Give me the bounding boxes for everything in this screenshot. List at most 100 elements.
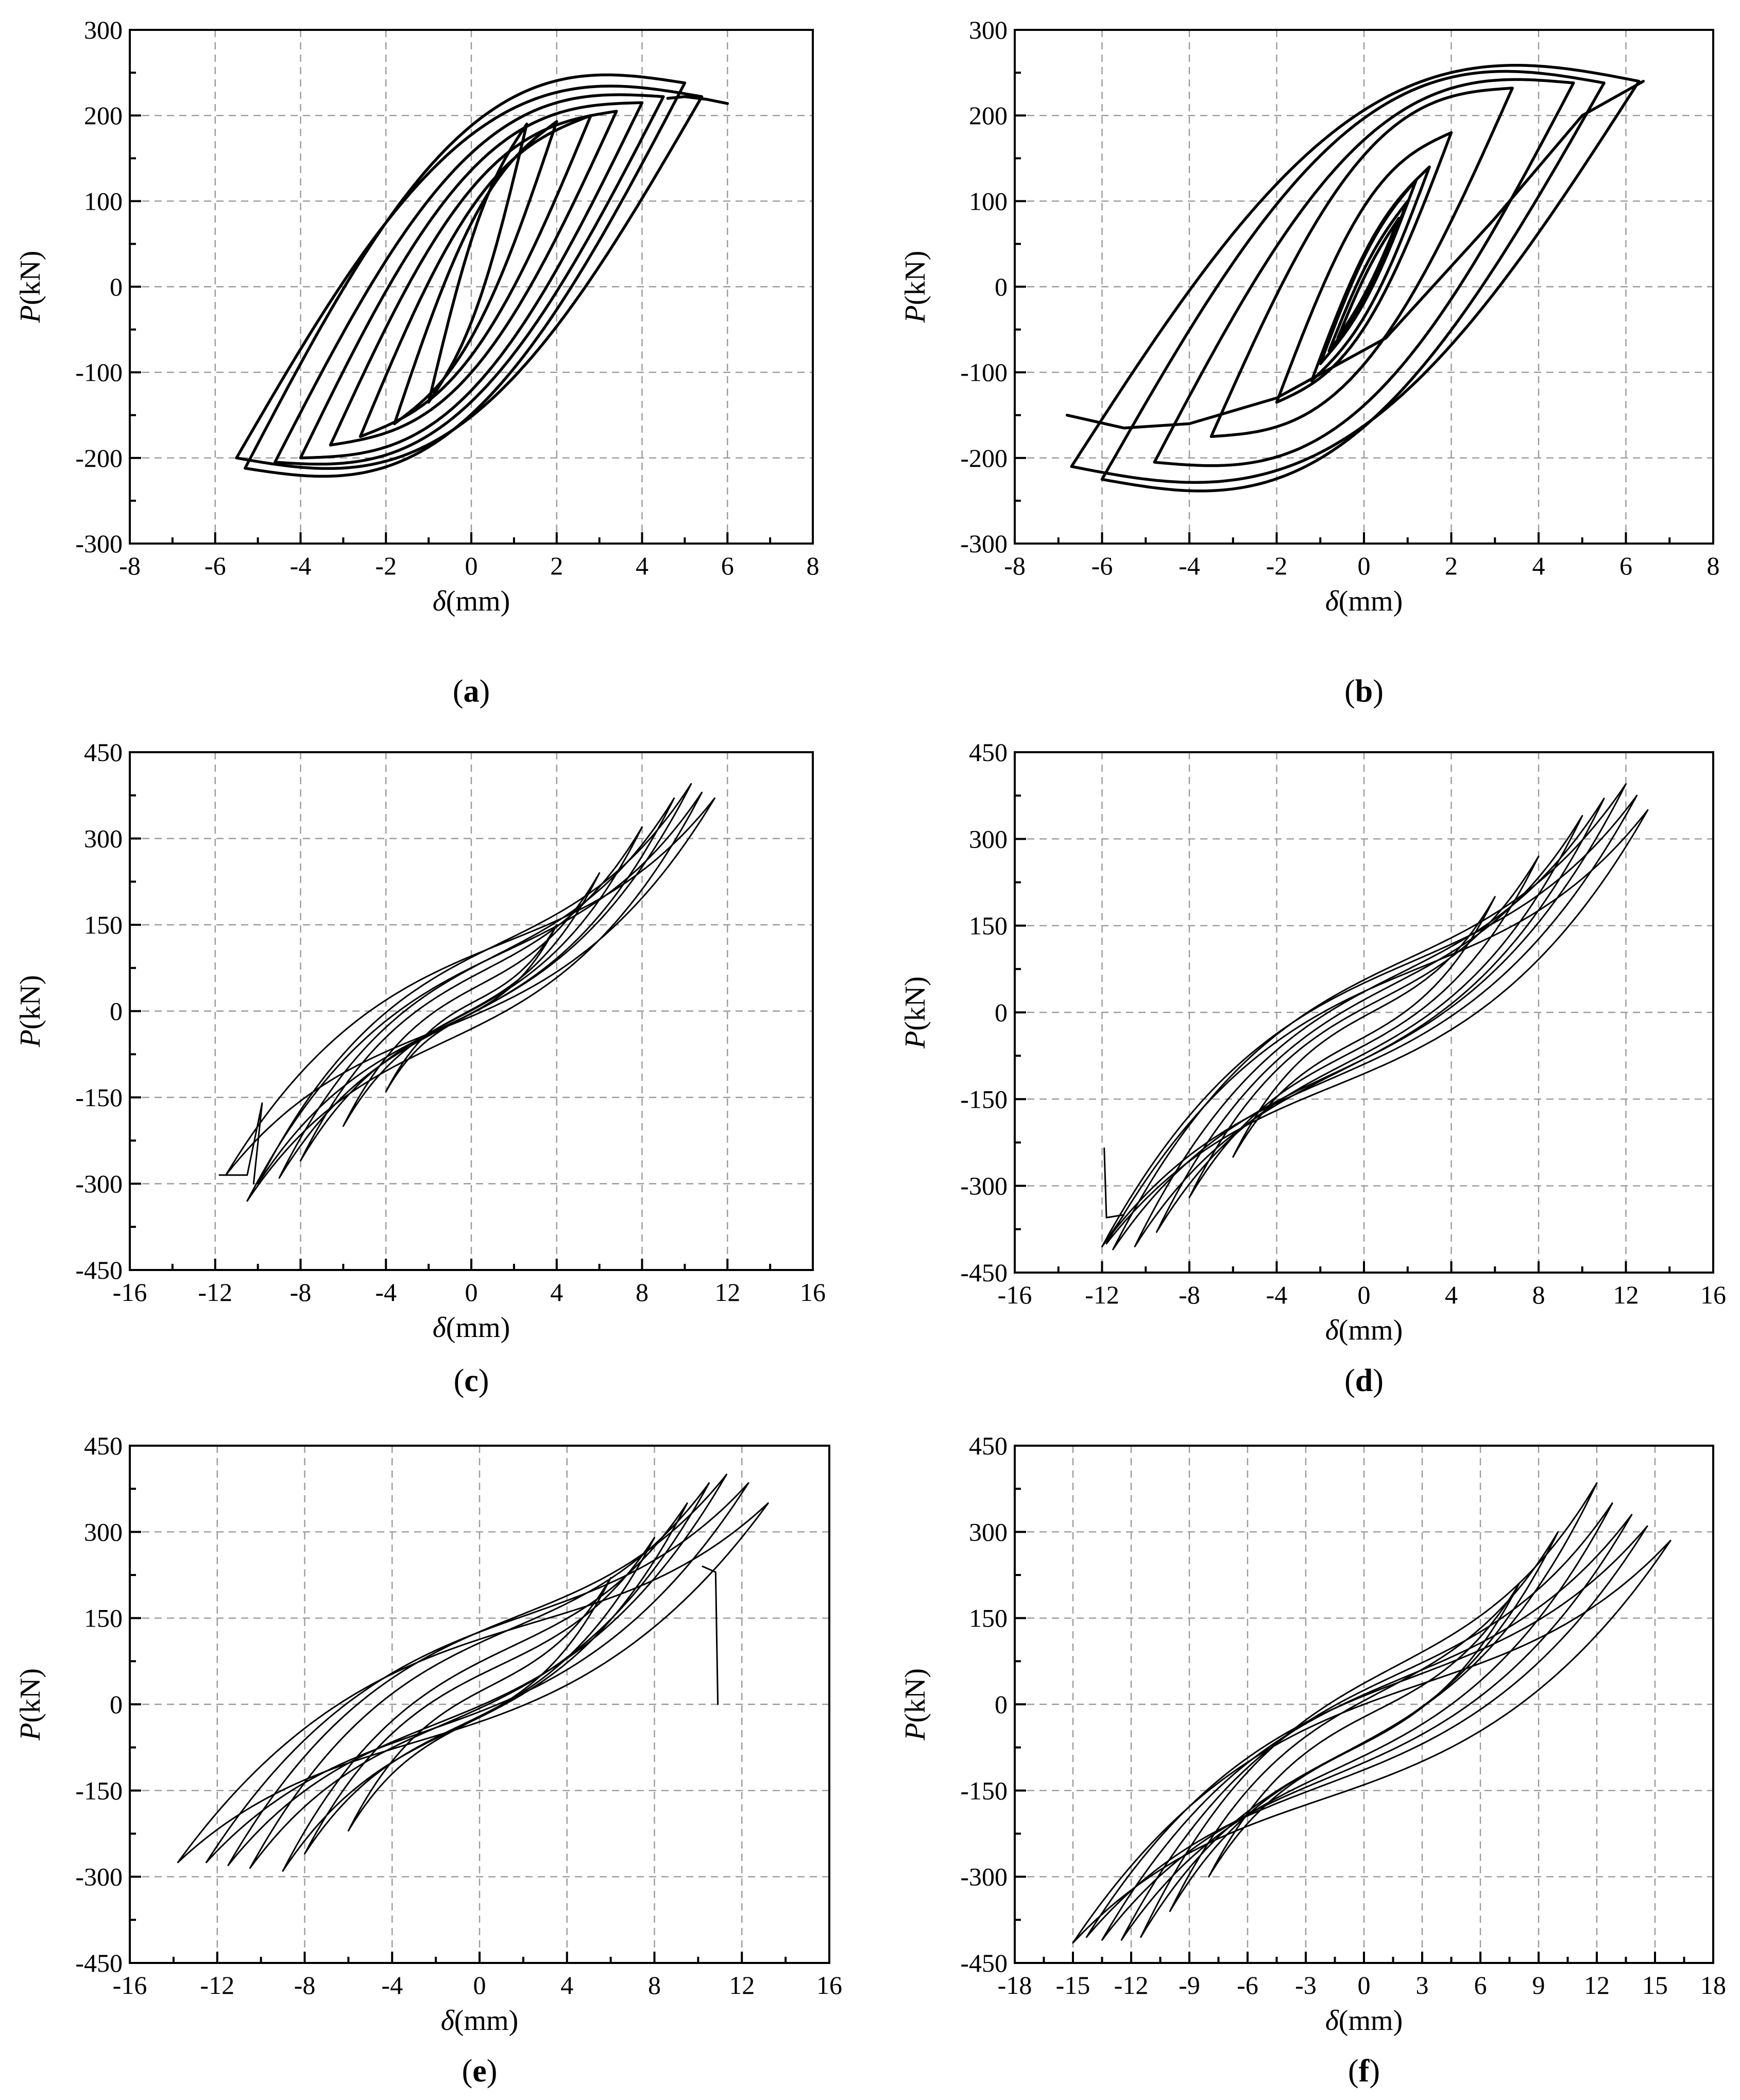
hysteresis-loop <box>304 1537 655 1855</box>
x-tick-label: -12 <box>198 1278 232 1307</box>
x-tick-label: 8 <box>1707 551 1720 580</box>
hysteresis-loop <box>393 120 558 426</box>
y-tick-label: 300 <box>969 824 1008 853</box>
y-tick-label: -450 <box>960 1949 1008 1977</box>
chart-panel-c: -16 -12 -8 -4 0 4 8 12 16 -450 -300 -150 0 150 300 450 δ… <box>14 738 826 1398</box>
x-axis-unit: (mm) <box>454 2005 518 2037</box>
y-tick-label: 300 <box>84 15 123 44</box>
hysteresis-loop <box>1153 78 1575 467</box>
y-tick-label: -300 <box>75 1170 123 1198</box>
y-axis-symbol: P <box>14 1723 46 1741</box>
hysteresis-loop <box>1112 783 1627 1250</box>
y-tick-label: -300 <box>960 1862 1008 1891</box>
x-tick-label: 15 <box>1642 1971 1668 2000</box>
x-tick-label: 16 <box>800 1278 826 1307</box>
y-tick-label: 300 <box>969 15 1008 44</box>
y-axis-title: P(kN) <box>14 975 46 1048</box>
hysteresis-loop <box>1100 70 1606 493</box>
y-axis-title: P(kN) <box>899 1668 931 1741</box>
x-tick-label: 12 <box>714 1278 740 1307</box>
panel-label: (f) <box>1348 2054 1380 2089</box>
x-axis-symbol: δ <box>1325 1314 1339 1346</box>
y-tick-label: 450 <box>84 738 123 767</box>
x-tick-label: 4 <box>560 1971 573 2000</box>
x-tick-label: 8 <box>1532 1280 1545 1309</box>
x-tick-label: 0 <box>1358 1971 1371 2000</box>
x-axis-unit: (mm) <box>1339 1314 1403 1346</box>
x-tick-label: 0 <box>473 1971 486 2000</box>
y-axis-symbol: P <box>14 1029 46 1047</box>
hysteresis-loop <box>1275 131 1453 404</box>
x-tick-label: 0 <box>1358 1280 1371 1309</box>
x-tick-label: -6 <box>204 551 226 580</box>
x-axis-title: δ(mm) <box>1325 1314 1403 1346</box>
y-tick-label: 150 <box>84 910 123 939</box>
y-tick-label: -300 <box>75 1862 123 1891</box>
x-tick-label: -16 <box>113 1971 147 2000</box>
y-axis-unit: (kN) <box>899 976 931 1031</box>
y-axis-title: P(kN) <box>899 976 931 1049</box>
y-tick-label: 100 <box>84 187 123 215</box>
panel-label: (c) <box>454 1363 489 1398</box>
x-tick-label: 18 <box>1700 1971 1726 2000</box>
plot-frame <box>1014 751 1714 1274</box>
x-tick-label: 12 <box>1613 1280 1639 1309</box>
x-tick-label: 3 <box>1416 1971 1429 2000</box>
hysteresis-loop <box>385 924 558 1093</box>
plot-frame <box>1014 29 1714 545</box>
hysteresis-loop <box>1134 798 1605 1247</box>
y-tick-label: 0 <box>995 998 1008 1027</box>
y-tick-label: 450 <box>969 738 1008 767</box>
y-axis-title: P(kN) <box>14 251 46 324</box>
hysteresis-loop <box>278 797 675 1179</box>
y-tick-label: -200 <box>960 444 1008 472</box>
y-axis-title: P(kN) <box>899 251 931 324</box>
hysteresis-curves <box>1065 64 1645 493</box>
x-axis-title: δ(mm) <box>1325 585 1403 617</box>
hysteresis-loop <box>1155 815 1583 1233</box>
hysteresis-loop <box>227 1474 727 1866</box>
y-axis-title: P(kN) <box>14 1668 46 1741</box>
y-tick-label: 150 <box>969 1604 1008 1633</box>
hysteresis-loop <box>282 1502 688 1872</box>
x-tick-label: -4 <box>375 1278 397 1307</box>
y-axis-unit: (kN) <box>14 251 46 306</box>
x-axis-symbol: δ <box>1325 585 1339 617</box>
x-tick-label: 16 <box>1700 1280 1726 1309</box>
x-tick-label: 2 <box>550 551 563 580</box>
y-axis-symbol: P <box>14 305 46 323</box>
final-branch <box>666 95 729 105</box>
x-tick-label: -8 <box>294 1971 316 2000</box>
plot-frame <box>129 751 814 1271</box>
x-axis-symbol: δ <box>433 585 447 617</box>
hysteresis-loop <box>347 1577 612 1832</box>
hysteresis-loop <box>177 1502 769 1864</box>
y-axis-unit: (kN) <box>14 1668 46 1723</box>
y-tick-label: -100 <box>960 358 1008 387</box>
plot-frame <box>129 29 814 545</box>
chart-panel-b: -8 -6 -4 -2 0 2 4 6 8 -300 -200 -100 0 100 200 300 δ(mm)… <box>899 15 1720 709</box>
y-tick-label: 100 <box>969 187 1008 215</box>
x-tick-label: 0 <box>465 551 478 580</box>
x-tick-label: 8 <box>636 1278 649 1307</box>
y-axis-symbol: P <box>899 1031 931 1049</box>
final-branch <box>702 1565 719 1705</box>
hysteresis-loop <box>1120 1502 1613 1941</box>
panel-label: (b) <box>1344 674 1384 709</box>
y-axis-unit: (kN) <box>14 975 46 1030</box>
final-branch <box>218 1102 263 1184</box>
hysteresis-loop <box>257 783 692 1184</box>
y-tick-label: -450 <box>960 1258 1008 1287</box>
x-axis-title: δ(mm) <box>433 585 510 617</box>
x-tick-label: 8 <box>807 551 820 580</box>
x-tick-label: -4 <box>290 551 312 580</box>
final-branch <box>1101 1147 1125 1247</box>
x-tick-label: -12 <box>200 1971 234 2000</box>
y-tick-label: -150 <box>75 1776 123 1805</box>
x-tick-label: 4 <box>550 1278 563 1307</box>
y-axis-unit: (kN) <box>899 251 931 306</box>
hysteresis-curves <box>1101 783 1649 1250</box>
hysteresis-loop <box>299 101 644 460</box>
x-tick-label: 6 <box>1619 551 1632 580</box>
